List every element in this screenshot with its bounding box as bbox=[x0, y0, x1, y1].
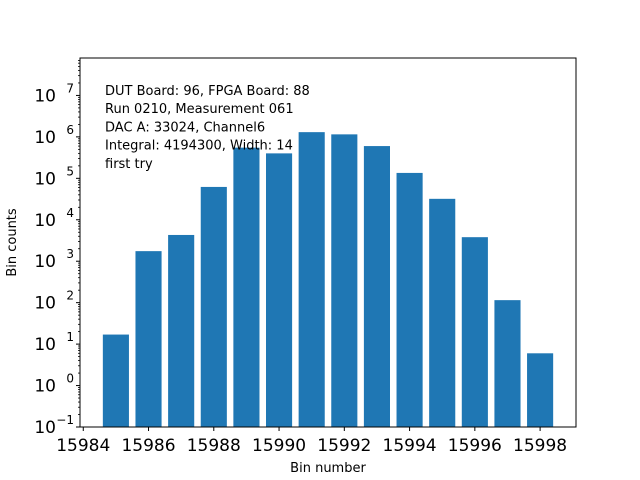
x-tick-label: 15984 bbox=[56, 436, 110, 456]
plot-frame bbox=[79, 57, 577, 428]
y-tick-label: 10 bbox=[34, 128, 56, 148]
annotation-line: DAC A: 33024, Channel6 bbox=[105, 120, 265, 135]
annotation-line: Run 0210, Measurement 061 bbox=[105, 102, 294, 117]
bar bbox=[233, 147, 260, 427]
y-tick-base: 10 bbox=[34, 377, 56, 397]
y-tick-base: 10 bbox=[34, 86, 56, 106]
y-tick-base: 10 bbox=[34, 169, 56, 189]
y-tick-label: 10 bbox=[34, 294, 56, 314]
x-tick-label: 15996 bbox=[448, 436, 502, 456]
bar bbox=[363, 146, 390, 427]
bar bbox=[168, 234, 195, 427]
bar bbox=[331, 134, 358, 428]
y-tick-base: 10 bbox=[34, 294, 56, 314]
y-tick-exponent: 1 bbox=[66, 330, 74, 344]
x-tick-label: 15986 bbox=[121, 436, 175, 456]
bar bbox=[266, 153, 293, 427]
y-tick-exponent: 5 bbox=[66, 164, 74, 178]
y-tick-label: 10 bbox=[34, 377, 56, 397]
bar bbox=[200, 186, 227, 427]
annotation-block: DUT Board: 96, FPGA Board: 88 Run 0210, M… bbox=[105, 84, 310, 172]
y-tick-exponent: 0 bbox=[66, 372, 74, 386]
y-tick-base: 10 bbox=[34, 335, 56, 355]
x-tick-label: 15994 bbox=[383, 436, 437, 456]
y-tick-label: 10 bbox=[34, 211, 56, 231]
x-tick-label: 15992 bbox=[317, 436, 371, 456]
annotation-line: first try bbox=[105, 157, 153, 172]
y-tick-exponent: 2 bbox=[66, 289, 74, 303]
bar bbox=[429, 198, 456, 427]
y-tick-base: 10 bbox=[34, 252, 56, 272]
y-tick-base: 10 bbox=[34, 128, 56, 148]
x-axis-ticks: 15984 15986 15988 15990 15992 15994 15996 15998 bbox=[56, 427, 567, 456]
y-tick-label: 10 bbox=[34, 86, 56, 106]
bar bbox=[494, 300, 521, 427]
x-axis-label: Bin number bbox=[290, 461, 366, 476]
x-tick-label: 15988 bbox=[187, 436, 241, 456]
bar bbox=[527, 353, 554, 427]
y-tick-label: 10 bbox=[34, 335, 56, 355]
y-tick-label: 10 bbox=[34, 418, 56, 438]
annotation-line: Integral: 4194300, Width: 14 bbox=[105, 139, 293, 154]
y-tick-label: 10 bbox=[34, 169, 56, 189]
y-axis-label: Bin counts bbox=[5, 208, 20, 277]
y-tick-exponent: 4 bbox=[66, 206, 74, 220]
bars-group bbox=[102, 132, 554, 428]
bar bbox=[102, 334, 129, 427]
bar bbox=[461, 237, 488, 427]
bar bbox=[298, 132, 325, 427]
y-tick-exponent: 7 bbox=[66, 81, 74, 95]
bar bbox=[396, 172, 423, 427]
x-tick-label: 15990 bbox=[252, 436, 306, 456]
annotation-line: DUT Board: 96, FPGA Board: 88 bbox=[105, 84, 310, 99]
x-tick-label: 15998 bbox=[513, 436, 567, 456]
bar bbox=[135, 251, 162, 427]
y-tick-base: 10 bbox=[34, 211, 56, 231]
y-tick-base: 10 bbox=[34, 418, 56, 438]
y-tick-exponent: 6 bbox=[66, 123, 74, 137]
y-tick-label: 10 bbox=[34, 252, 56, 272]
y-tick-exponent: −1 bbox=[56, 413, 74, 427]
y-tick-exponent: 3 bbox=[66, 247, 74, 261]
